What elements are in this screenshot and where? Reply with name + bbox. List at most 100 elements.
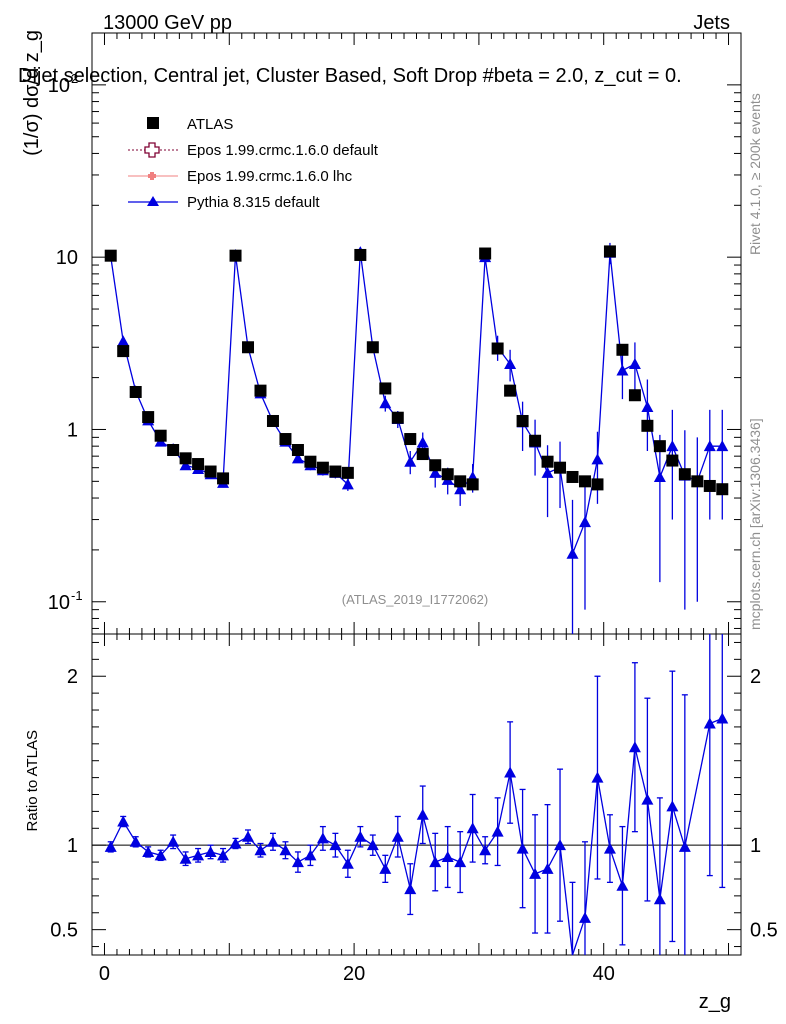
atlas-point (229, 249, 242, 262)
atlas-point (591, 478, 604, 491)
atlas-point (578, 475, 591, 488)
ratio-y-tick-label-right: 0.5 (750, 920, 778, 942)
ratio-point (479, 844, 492, 856)
energy-label: 13000 GeV pp (103, 12, 232, 34)
ratio-point (653, 893, 666, 905)
pythia-point (117, 335, 130, 347)
ratio-point (229, 837, 242, 849)
legend-label-epos-lhc: Epos 1.99.crmc.1.6.0 lhc (187, 168, 353, 185)
mcplots-label: mcplots.cern.ch [arXiv:1306.3436] (747, 418, 763, 630)
atlas-point (217, 472, 230, 485)
legend-marker-epos-lhc (148, 172, 156, 180)
ratio-point (404, 883, 417, 895)
atlas-point (129, 385, 142, 398)
pythia-point (716, 440, 729, 452)
ratio-point (416, 808, 429, 820)
ratio-point (529, 867, 542, 879)
data-marks (104, 242, 729, 956)
atlas-point (192, 458, 205, 471)
atlas-point (142, 411, 155, 424)
x-tick-label: 40 (593, 963, 615, 985)
legend-marker-atlas (147, 117, 159, 129)
legend-label-epos-default: Epos 1.99.crmc.1.6.0 default (187, 142, 379, 159)
atlas-point (291, 444, 304, 457)
atlas-point (491, 342, 504, 355)
atlas-point (279, 433, 292, 446)
ratio-y-tick-label: 1 (67, 835, 78, 857)
atlas-point (441, 468, 454, 481)
atlas-point (366, 341, 379, 354)
ratio-y-tick-label-right: 2 (750, 666, 761, 688)
x-axis-label: z_g (699, 991, 731, 1013)
atlas-point (379, 382, 392, 395)
ratio-point (204, 845, 217, 857)
y-tick-label-exponent: -1 (71, 588, 83, 603)
y-tick-label: 10 (48, 592, 70, 614)
ratio-point (466, 822, 479, 834)
ratio-point (129, 835, 142, 847)
ratio-point (441, 851, 454, 863)
atlas-point (666, 454, 679, 467)
ratio-y-tick-label-right: 1 (750, 835, 761, 857)
pythia-point (341, 478, 354, 490)
ratio-point (117, 815, 130, 827)
atlas-point (691, 475, 704, 488)
ratio-point (304, 849, 317, 861)
ratio-point (329, 839, 342, 851)
atlas-point (516, 414, 529, 427)
atlas-point (117, 345, 130, 358)
pythia-point (541, 466, 554, 478)
legend-label-pythia: Pythia 8.315 default (187, 194, 320, 211)
atlas-point (641, 419, 654, 432)
atlas-point (628, 389, 641, 402)
ratio-point (603, 842, 616, 854)
atlas-point (541, 455, 554, 468)
atlas-point (416, 448, 429, 461)
ratio-point (142, 845, 155, 857)
atlas-point (179, 452, 192, 465)
pythia-point (578, 516, 591, 528)
pythia-point (404, 455, 417, 467)
atlas-point (466, 478, 479, 491)
ratio-point (316, 832, 329, 844)
ratio-point (616, 879, 629, 891)
atlas-point (404, 433, 417, 446)
pythia-point (504, 357, 517, 369)
atlas-point (716, 483, 729, 496)
ratio-point (678, 840, 691, 852)
pythia-point (703, 440, 716, 452)
ratio-point (167, 835, 180, 847)
ratio-point (291, 856, 304, 868)
legend-marker-epos-default (144, 142, 160, 158)
ratio-point (666, 800, 679, 812)
ratio-point (454, 856, 467, 868)
pythia-point (616, 364, 629, 376)
analysis-label: (ATLAS_2019_I1772062) (342, 592, 488, 607)
atlas-point (204, 465, 217, 478)
rivet-label: Rivet 4.1.0, ≥ 200k events (747, 93, 763, 255)
ratio-point (217, 849, 230, 861)
ratio-point (266, 835, 279, 847)
ratio-point (504, 766, 517, 778)
atlas-point (504, 384, 517, 397)
atlas-point (266, 414, 279, 427)
atlas-point (616, 343, 629, 356)
ratio-point (366, 839, 379, 851)
ratio-point (254, 844, 267, 856)
ratio-point (154, 849, 167, 861)
pythia-point (666, 440, 679, 452)
legend: ATLAS Epos 1.99.crmc.1.6.0 default Epos … (128, 116, 379, 211)
atlas-point (603, 245, 616, 258)
ratio-point (628, 741, 641, 753)
ratio-line (110, 717, 723, 956)
atlas-point (316, 461, 329, 474)
ratio-point (429, 856, 442, 868)
ratio-panel-frame (91, 633, 742, 956)
y-tick-label: 10 (48, 75, 70, 97)
atlas-point (529, 434, 542, 447)
atlas-point (566, 470, 579, 483)
ratio-point (703, 717, 716, 729)
legend-marker-pythia (147, 196, 159, 206)
atlas-point (304, 455, 317, 468)
